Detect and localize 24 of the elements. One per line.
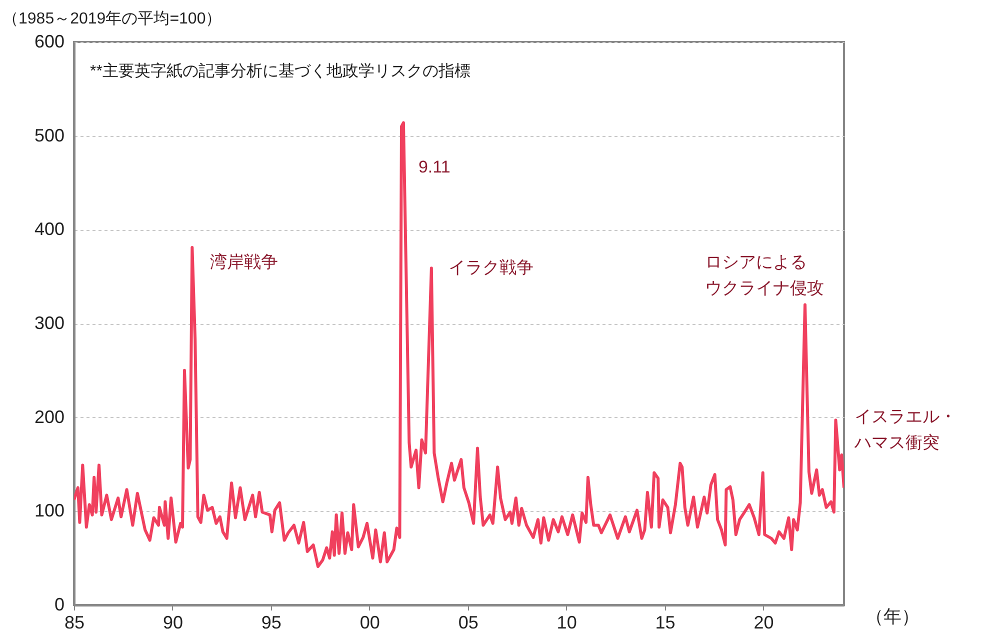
x-tick-label: 00 xyxy=(360,612,380,632)
y-tick-label: 0 xyxy=(54,594,64,614)
x-tick-label: 05 xyxy=(458,612,478,632)
annotation: ロシアによるウクライナ侵攻 xyxy=(705,252,824,298)
annotation: 9.11 xyxy=(418,158,450,177)
y-axis-title: （1985～2019年の平均=100） xyxy=(2,10,222,28)
x-axis-title: （年） xyxy=(866,606,920,626)
y-tick-label: 600 xyxy=(34,32,64,52)
y-tick-label: 300 xyxy=(34,313,64,333)
x-tick-label: 10 xyxy=(556,612,577,632)
x-tick-label: 95 xyxy=(261,612,282,632)
y-tick-label: 200 xyxy=(34,406,64,427)
x-tick-label: 15 xyxy=(655,612,676,632)
line-series xyxy=(74,121,844,568)
annotation: 湾岸戦争 xyxy=(210,252,278,272)
annotation: イラク戦争 xyxy=(448,258,534,278)
x-tick-label: 90 xyxy=(162,612,183,632)
y-tick-label: 100 xyxy=(34,500,64,521)
annotation: イスラエル・ハマス衝突 xyxy=(854,407,957,452)
x-tick-label: 20 xyxy=(754,612,774,632)
annotation: **主要英字紙の記事分析に基づく地政学リスクの指標 xyxy=(90,62,470,80)
y-tick-label: 400 xyxy=(34,219,64,240)
x-tick-label: 85 xyxy=(64,612,85,632)
y-tick-label: 500 xyxy=(34,125,64,146)
